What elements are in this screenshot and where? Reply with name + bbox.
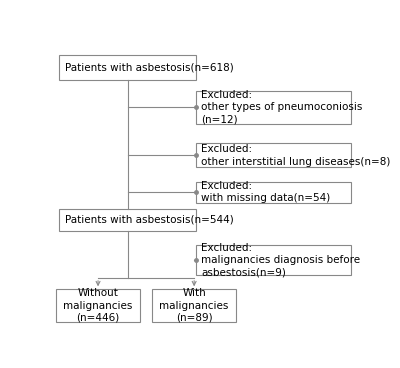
FancyBboxPatch shape (59, 209, 196, 231)
Text: Excluded:
with missing data(n=54): Excluded: with missing data(n=54) (201, 181, 330, 204)
FancyBboxPatch shape (59, 56, 196, 79)
Text: With
malignancies
(n=89): With malignancies (n=89) (160, 288, 229, 323)
Text: Without
malignancies
(n=446): Without malignancies (n=446) (63, 288, 133, 323)
FancyBboxPatch shape (196, 91, 351, 124)
Text: Patients with asbestosis(n=618): Patients with asbestosis(n=618) (65, 63, 234, 72)
FancyBboxPatch shape (56, 289, 140, 322)
Text: Excluded:
malignancies diagnosis before
asbestosis(n=9): Excluded: malignancies diagnosis before … (201, 243, 360, 277)
FancyBboxPatch shape (196, 181, 351, 203)
Text: Excluded:
other types of pneumoconiosis
(n=12): Excluded: other types of pneumoconiosis … (201, 90, 363, 125)
FancyBboxPatch shape (196, 245, 351, 275)
FancyBboxPatch shape (196, 144, 351, 167)
Text: Patients with asbestosis(n=544): Patients with asbestosis(n=544) (65, 215, 234, 225)
Text: Excluded:
other interstitial lung diseases(n=8): Excluded: other interstitial lung diseas… (201, 144, 391, 167)
FancyBboxPatch shape (152, 289, 236, 322)
